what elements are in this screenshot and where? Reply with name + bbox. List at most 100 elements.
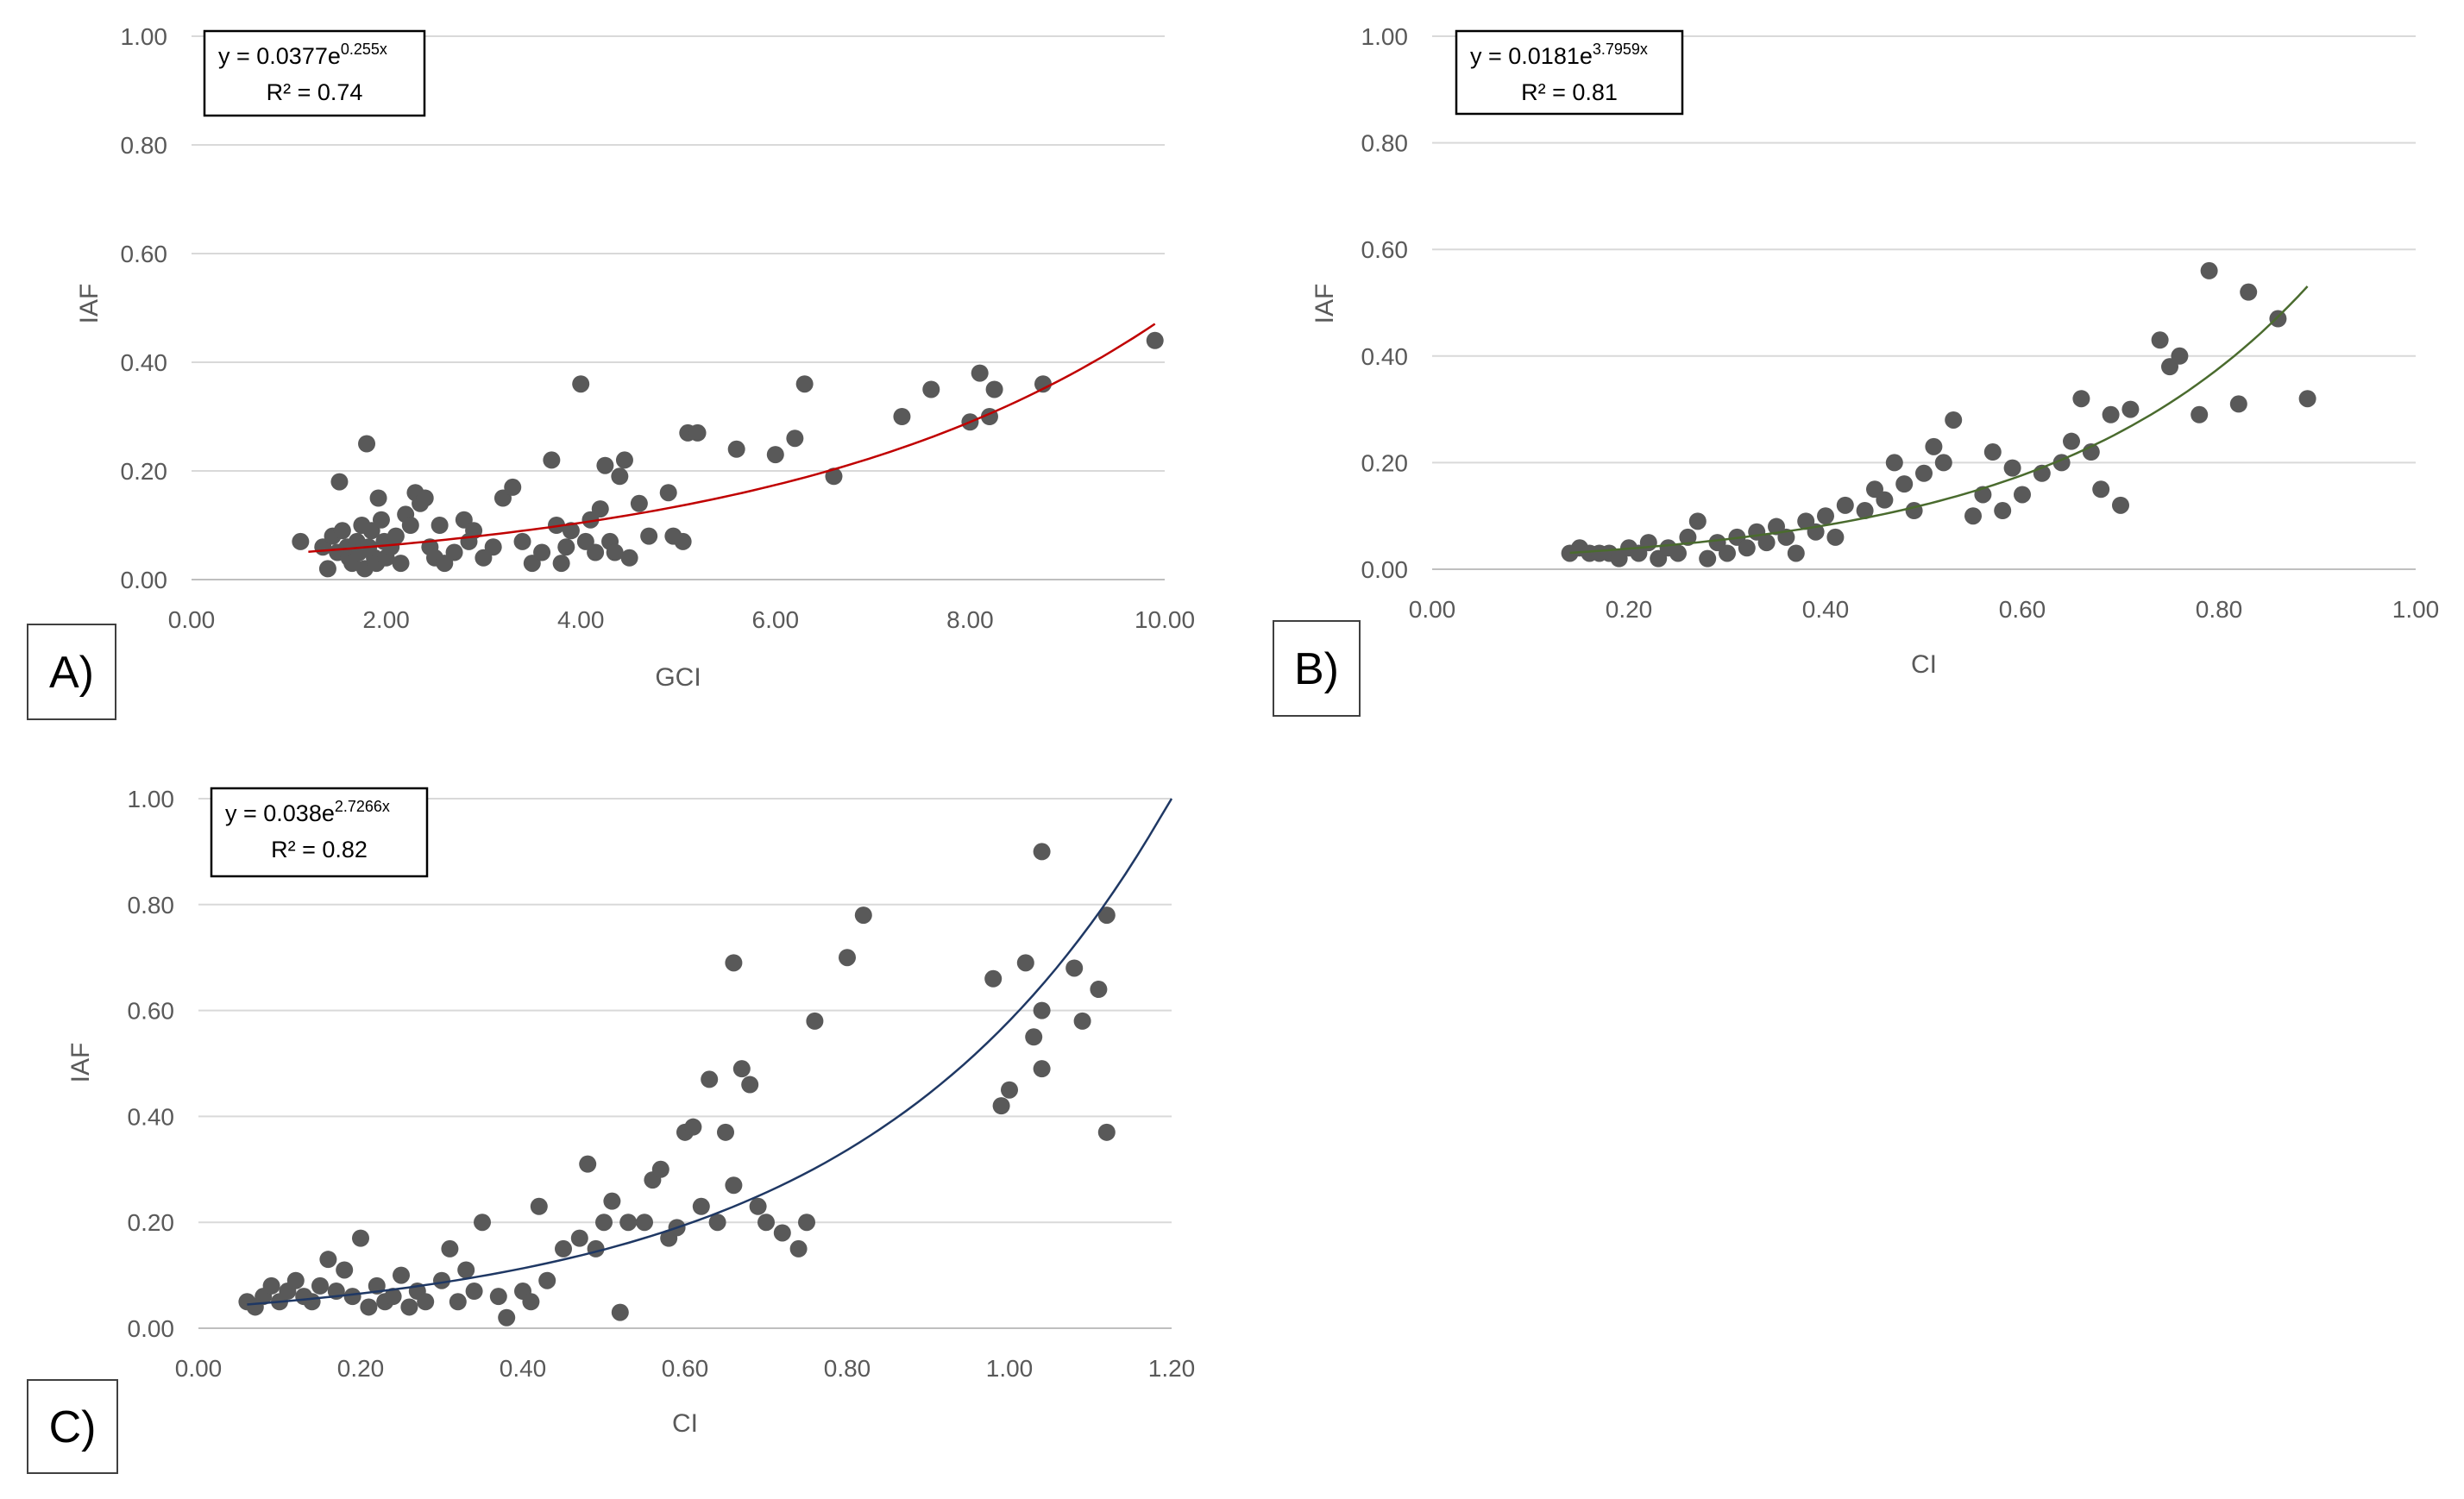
data-point bbox=[1699, 549, 1717, 568]
x-tick-label: 0.60 bbox=[662, 1355, 709, 1382]
y-tick-label: 1.00 bbox=[128, 786, 175, 812]
data-point bbox=[651, 1160, 669, 1178]
equation-exponent: 0.255x bbox=[341, 41, 387, 58]
data-point bbox=[725, 954, 743, 972]
data-point bbox=[292, 532, 310, 550]
y-tick-label: 0.60 bbox=[121, 241, 168, 267]
data-point bbox=[392, 555, 410, 573]
data-point bbox=[1034, 375, 1052, 393]
data-point bbox=[343, 1288, 361, 1306]
data-point bbox=[579, 1155, 597, 1173]
equation-lead: y = 0.038e bbox=[225, 800, 335, 826]
data-point bbox=[2298, 390, 2316, 408]
data-point bbox=[286, 1271, 305, 1289]
data-point bbox=[2200, 261, 2218, 279]
data-point bbox=[587, 1239, 605, 1258]
data-point bbox=[795, 375, 814, 393]
data-point bbox=[640, 527, 658, 545]
y-tick-label: 0.20 bbox=[121, 458, 168, 485]
data-point bbox=[606, 543, 624, 561]
data-point bbox=[557, 538, 575, 556]
data-point bbox=[674, 532, 692, 550]
equation-box-frame bbox=[1455, 29, 1684, 116]
data-point bbox=[431, 517, 449, 534]
data-point bbox=[1826, 528, 1845, 546]
data-point bbox=[369, 489, 387, 507]
x-tick-label: 1.20 bbox=[1148, 1355, 1196, 1382]
data-point bbox=[596, 456, 614, 474]
data-point bbox=[798, 1214, 815, 1232]
data-point bbox=[587, 543, 605, 561]
data-point bbox=[2240, 283, 2258, 301]
data-point bbox=[854, 906, 872, 925]
equation-text: y = 0.038e2.7266x bbox=[225, 798, 390, 826]
data-point bbox=[893, 408, 911, 425]
data-point bbox=[319, 1251, 337, 1269]
y-tick-label: 0.80 bbox=[128, 892, 175, 919]
data-point bbox=[1994, 502, 2012, 520]
data-point bbox=[562, 522, 580, 540]
data-point bbox=[1097, 1123, 1116, 1141]
data-point bbox=[533, 543, 551, 561]
equation-exponent: 3.7959x bbox=[1593, 41, 1648, 58]
x-tick-label: 6.00 bbox=[752, 606, 800, 633]
panel-a: 0.00 0.20 0.40 0.60 0.80 1.00 0.00 2.00 4.00 6.00… bbox=[27, 23, 1195, 720]
equation-box-frame bbox=[203, 29, 426, 117]
data-point bbox=[603, 1192, 621, 1210]
data-point bbox=[611, 467, 629, 486]
data-point bbox=[595, 1214, 613, 1232]
x-axis-title: CI bbox=[1911, 650, 1937, 679]
data-point bbox=[401, 517, 419, 534]
data-point bbox=[330, 473, 349, 491]
data-point bbox=[708, 1214, 726, 1232]
data-point bbox=[358, 435, 376, 453]
y-tick-label: 0.00 bbox=[121, 567, 168, 593]
panel-label: B) bbox=[1294, 644, 1339, 694]
data-point bbox=[416, 489, 434, 507]
data-point bbox=[659, 484, 677, 502]
panel-c: 0.00 0.20 0.40 0.60 0.80 1.00 0.00 0.20 0.40 0.60… bbox=[27, 786, 1196, 1474]
trendline bbox=[1569, 285, 2309, 555]
data-point bbox=[1876, 491, 1894, 509]
data-point bbox=[591, 500, 609, 518]
data-point bbox=[2229, 395, 2247, 413]
data-point bbox=[766, 446, 784, 464]
data-point bbox=[701, 1070, 719, 1088]
data-point bbox=[1915, 464, 1933, 482]
data-point bbox=[2072, 390, 2090, 408]
panel-label-frame bbox=[1273, 620, 1361, 717]
data-point bbox=[552, 555, 570, 573]
x-tick-label: 1.00 bbox=[2392, 596, 2440, 623]
y-tick-label: 0.60 bbox=[1361, 236, 1409, 263]
y-tick-label: 0.40 bbox=[121, 349, 168, 376]
x-tick-label: 8.00 bbox=[946, 606, 994, 633]
data-point bbox=[1885, 454, 1903, 472]
data-point bbox=[1856, 502, 1874, 520]
data-point bbox=[2191, 405, 2209, 423]
panel-label-frame bbox=[27, 624, 116, 720]
data-point bbox=[387, 527, 405, 545]
data-point bbox=[1146, 331, 1164, 349]
panel-label: C) bbox=[49, 1402, 97, 1452]
data-point bbox=[1964, 507, 1982, 525]
data-point bbox=[1097, 906, 1116, 925]
r-squared-text: R² = 0.82 bbox=[271, 837, 368, 862]
data-point bbox=[727, 440, 745, 458]
data-point bbox=[636, 1214, 653, 1232]
data-point bbox=[619, 1214, 638, 1232]
data-point bbox=[1905, 502, 1923, 520]
panel-b: 0.00 0.20 0.40 0.60 0.80 1.00 0.00 0.20 0.40 0.60… bbox=[1273, 23, 2440, 717]
data-point bbox=[984, 969, 1003, 988]
data-point bbox=[786, 430, 804, 448]
trendline bbox=[247, 798, 1173, 1306]
y-tick-label: 0.20 bbox=[1361, 449, 1409, 476]
data-point bbox=[1983, 443, 2002, 461]
x-tick-label: 0.80 bbox=[824, 1355, 871, 1382]
data-point bbox=[725, 1176, 743, 1195]
data-point bbox=[498, 1308, 516, 1327]
data-point bbox=[1836, 496, 1854, 514]
data-point bbox=[538, 1271, 556, 1289]
